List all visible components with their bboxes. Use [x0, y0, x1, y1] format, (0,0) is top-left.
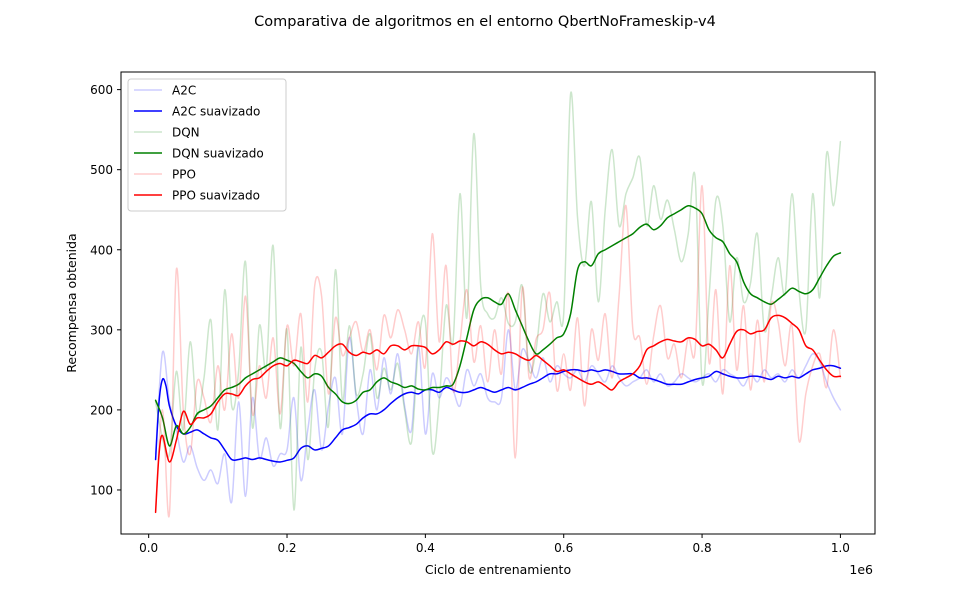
series-line-a2c-suavizado	[154, 364, 842, 463]
y-tick-label: 500	[90, 163, 113, 177]
legend-label-dqn: DQN	[172, 126, 200, 140]
legend-label-ppo: PPO	[172, 168, 196, 182]
legend-label-a2c-suavizado: A2C suavizado	[172, 105, 260, 119]
y-axis-label: Recompensa obtenida	[64, 233, 79, 372]
series-line-a2c	[154, 329, 842, 504]
x-tick-label: 0.0	[139, 541, 158, 555]
legend-label-a2c: A2C	[172, 84, 196, 98]
legend-label-ppo-suavizado: PPO suavizado	[172, 189, 260, 203]
y-tick-label: 100	[90, 483, 113, 497]
x-tick-label: 0.2	[277, 541, 296, 555]
y-tick-label: 300	[90, 323, 113, 337]
series-layer	[154, 91, 842, 518]
x-tick-label: 0.6	[554, 541, 573, 555]
y-axis: 100 200 300 400 500 600	[90, 83, 121, 497]
legend: A2C A2C suavizado DQN DQN suavizado PPO PPO s…	[127, 78, 287, 212]
y-tick-label: 600	[90, 83, 113, 97]
plot-frame	[120, 71, 876, 535]
x-axis-scale-label: 1e6	[849, 562, 873, 577]
legend-box	[127, 78, 287, 212]
x-tick-label: 1.0	[831, 541, 850, 555]
chart-title: Comparativa de algoritmos en el entorno …	[254, 14, 716, 30]
series-line-ppo-suavizado	[154, 314, 842, 514]
series-line-ppo	[154, 184, 842, 518]
x-tick-label: 0.4	[416, 541, 435, 555]
series-line-dqn-suavizado	[154, 204, 842, 447]
x-tick-label: 0.8	[693, 541, 712, 555]
legend-label-dqn-suavizado: DQN suavizado	[172, 147, 264, 161]
y-tick-label: 200	[90, 403, 113, 417]
y-tick-label: 400	[90, 243, 113, 257]
x-axis: 0.0 0.2 0.4 0.6 0.8 1.0	[139, 534, 850, 555]
x-axis-label: Ciclo de entrenamiento	[425, 562, 571, 577]
